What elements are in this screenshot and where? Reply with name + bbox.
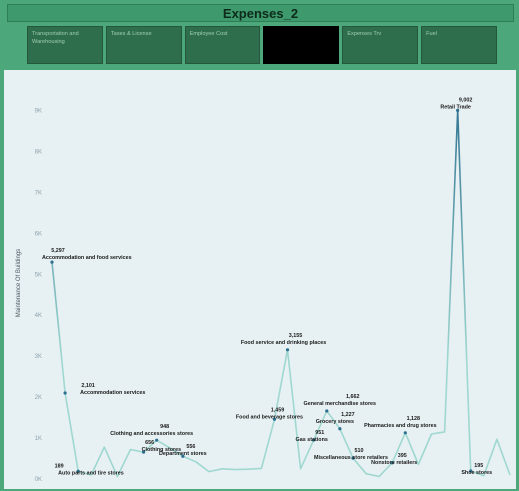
data-category-label: Accommodation services: [80, 390, 145, 396]
y-tick-label: 5K: [35, 272, 42, 278]
tab-label: Fuel: [426, 31, 438, 37]
data-point[interactable]: [155, 438, 159, 442]
data-category-label: Clothing stores: [142, 447, 182, 453]
data-point[interactable]: [50, 260, 54, 264]
data-category-label: Nonstore retailers: [371, 460, 417, 466]
data-point[interactable]: [338, 427, 342, 431]
data-category-label: Auto parts and tire stores: [58, 470, 124, 476]
data-value-label: 1,128: [407, 416, 421, 422]
data-value-label: 395: [398, 453, 407, 459]
line-chart: 0K 1K 2K 3K 4K 5K 6K 7K 8K 9K Maintenance Of Buil…: [16, 97, 511, 483]
data-category-label: Miscellaneous store retailers: [314, 455, 388, 461]
data-point[interactable]: [390, 461, 394, 465]
data-category-label: Retail Trade: [440, 104, 471, 110]
data-value-label: 656: [145, 440, 154, 446]
data-point[interactable]: [403, 431, 407, 435]
data-category-label: Accommodation and food services: [42, 255, 132, 261]
series-line: [51, 109, 511, 478]
chart-area: 0K 1K 2K 3K 4K 5K 6K 7K 8K 9K Maintenance Of Buil…: [4, 70, 516, 489]
data-point[interactable]: [469, 469, 473, 473]
dashboard-title: Expenses_2: [222, 5, 299, 21]
data-category-label: General merchandise stores: [304, 401, 377, 407]
tab-label: Expenses Trv: [347, 31, 382, 37]
tab-taxes-license[interactable]: Taxes & License: [105, 26, 182, 64]
data-value-label: 556: [186, 444, 195, 450]
y-tick-label: 1K: [35, 436, 42, 442]
data-value-label: 1,227: [341, 412, 355, 418]
point-markers: [50, 108, 473, 473]
data-value-label: 2,101: [81, 383, 95, 389]
data-point[interactable]: [76, 469, 80, 473]
y-tick-label: 7K: [35, 190, 42, 196]
y-tick-label: 3K: [35, 354, 42, 360]
category-tab-row: Transportation and Warehousing Taxes & L…: [27, 26, 497, 64]
tab-label: Transportation and Warehousing: [32, 31, 79, 45]
data-point[interactable]: [456, 108, 460, 112]
tab-expenses-trv[interactable]: Expenses Trv: [342, 26, 419, 64]
data-category-label: Department stores: [159, 451, 207, 457]
y-axis-title: Maintenance Of Buildings: [16, 249, 22, 317]
data-point[interactable]: [325, 409, 329, 413]
dashboard-title-bar: Expenses_2: [7, 4, 514, 22]
tab-label: Employee Cost: [189, 31, 228, 37]
data-category-label: Grocery stores: [316, 419, 354, 425]
data-value-label: 510: [354, 448, 363, 454]
tab-employee-cost[interactable]: Employee Cost: [184, 26, 261, 64]
data-point[interactable]: [351, 456, 355, 460]
data-point[interactable]: [142, 450, 146, 454]
data-value-label: 9,002: [459, 97, 473, 103]
data-value-label: 1,662: [346, 394, 360, 400]
data-category-label: Shoe stores: [461, 470, 492, 476]
data-value-label: 195: [474, 463, 483, 469]
y-tick-label: 0K: [35, 477, 42, 483]
data-point[interactable]: [63, 391, 67, 395]
y-tick-label: 9K: [35, 108, 42, 114]
tab-fuel[interactable]: Fuel: [421, 26, 497, 64]
y-tick-label: 6K: [35, 231, 42, 237]
y-tick-label: 8K: [35, 149, 42, 155]
data-value-label: 189: [55, 463, 64, 469]
y-tick-label: 4K: [35, 313, 42, 319]
y-axis: 0K 1K 2K 3K 4K 5K 6K 7K 8K 9K: [35, 108, 42, 483]
data-value-label: 5,297: [51, 248, 65, 254]
data-value-label: 948: [160, 424, 169, 430]
data-value-label: 1,459: [271, 407, 285, 413]
data-category-label: Gas stations: [296, 437, 328, 443]
data-category-label: Pharmacies and drug stores: [364, 423, 437, 429]
data-point[interactable]: [285, 348, 290, 352]
data-point[interactable]: [272, 417, 277, 421]
tab-label: Taxes & License: [110, 31, 152, 37]
y-tick-label: 2K: [35, 395, 42, 401]
data-value-label: 951: [315, 430, 324, 436]
data-value-label: 3,155: [289, 333, 303, 339]
data-category-label: Food and beverage stores: [236, 414, 303, 420]
data-category-label: Clothing and accessories stores: [110, 431, 193, 437]
data-category-label: Food service and drinking places: [241, 340, 326, 346]
tab-maintenance-selected[interactable]: [263, 26, 340, 64]
tab-transportation[interactable]: Transportation and Warehousing: [27, 26, 103, 64]
data-point[interactable]: [312, 438, 316, 442]
data-point[interactable]: [181, 454, 185, 458]
